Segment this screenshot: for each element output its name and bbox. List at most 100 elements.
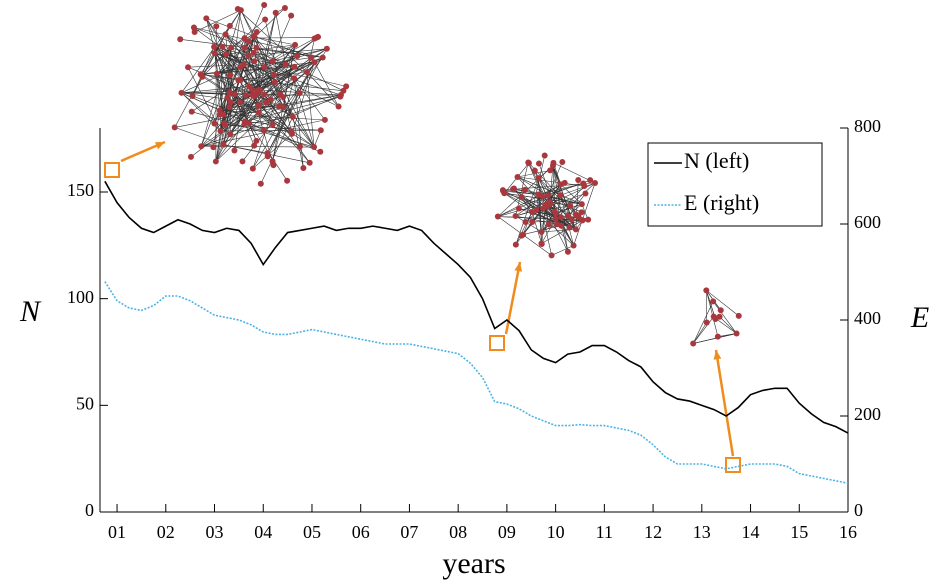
network-node	[269, 58, 276, 65]
network-node	[228, 44, 235, 51]
network-node	[222, 122, 229, 129]
network-node	[241, 35, 248, 42]
network-node	[210, 144, 217, 151]
network-edge	[693, 333, 737, 344]
x-tick-label: 03	[206, 522, 224, 542]
y-axis-label: N	[19, 295, 42, 328]
network-node	[231, 147, 238, 154]
network-node	[518, 194, 525, 201]
network-node	[219, 43, 226, 50]
network-edge	[538, 194, 542, 244]
network-node	[710, 298, 717, 305]
network-node	[177, 36, 184, 43]
network-node	[280, 94, 287, 101]
network-node	[189, 92, 196, 99]
network-edge	[245, 121, 321, 153]
x-tick-label: 08	[449, 522, 467, 542]
arrow	[714, 349, 735, 457]
network-edge	[712, 301, 737, 334]
arrow-head	[514, 262, 523, 272]
network-node	[529, 218, 536, 225]
network-edge	[692, 316, 714, 344]
network-edge	[552, 165, 569, 252]
network-edge	[719, 316, 737, 334]
network-node	[557, 192, 564, 199]
y2-tick-label: 400	[854, 308, 881, 328]
network-node	[296, 143, 303, 150]
x-tick-label: 04	[254, 522, 272, 542]
y2-tick-label: 200	[854, 404, 881, 424]
network-node	[528, 208, 535, 215]
y2-axis-label: E	[910, 301, 929, 334]
network-node	[703, 287, 710, 294]
network-node	[552, 210, 559, 217]
network-edge	[515, 211, 533, 245]
network-edge	[215, 102, 241, 162]
network-node	[296, 90, 303, 97]
network-node	[552, 216, 559, 223]
network-node	[716, 313, 723, 320]
x-tick-label: 06	[352, 522, 370, 542]
network-node	[271, 71, 278, 78]
network-edge	[275, 12, 286, 65]
network-node	[500, 188, 507, 195]
network-node	[253, 28, 260, 35]
network-node	[535, 175, 542, 182]
network-node	[512, 213, 519, 220]
x-tick-label: 15	[790, 522, 808, 542]
network-node	[494, 213, 501, 220]
network-node	[317, 127, 324, 134]
network-edge	[206, 18, 255, 97]
network-node	[535, 160, 542, 167]
series-line	[104, 281, 849, 484]
network-node	[282, 61, 289, 68]
network-node	[253, 137, 260, 144]
network-edge	[225, 124, 321, 131]
network-insets	[104, 1, 742, 473]
network-edge	[206, 18, 228, 98]
network-node	[578, 209, 585, 216]
network-edge	[201, 10, 242, 147]
network-node	[564, 248, 571, 255]
y-tick-label: 100	[67, 287, 94, 307]
network-node	[276, 102, 283, 109]
network-edge	[549, 182, 596, 205]
network-node	[587, 177, 594, 184]
network-edge	[244, 38, 260, 113]
x-tick-label: 13	[693, 522, 711, 542]
x-tick-label: 07	[400, 522, 418, 542]
network-node	[220, 141, 227, 148]
network-node	[544, 192, 551, 199]
network-edge	[240, 9, 315, 148]
network-node	[223, 51, 230, 58]
network-node	[522, 219, 529, 226]
network-edge	[291, 62, 315, 134]
network-node	[533, 206, 540, 213]
network-edge	[264, 19, 293, 134]
network-node	[735, 312, 742, 319]
network-node	[514, 173, 521, 180]
network-node	[249, 86, 256, 93]
network-edge	[513, 188, 533, 213]
network-node	[568, 216, 575, 223]
network-node	[263, 99, 270, 106]
network-node	[251, 142, 258, 149]
network-node	[251, 58, 258, 65]
network-node	[579, 217, 586, 224]
network-node	[518, 232, 525, 239]
network-node	[262, 16, 269, 23]
network-node	[211, 50, 218, 57]
network-edge	[560, 225, 569, 252]
network-edge	[213, 47, 232, 148]
network-edge	[222, 46, 245, 65]
network-edge	[214, 52, 310, 163]
network-edge	[220, 129, 321, 132]
network-edge	[201, 96, 341, 147]
network-edge	[229, 37, 245, 76]
network-node	[241, 44, 248, 51]
network-edge	[252, 133, 293, 169]
network-edge	[264, 66, 347, 87]
network-node	[564, 212, 571, 219]
network-edge	[174, 127, 224, 146]
